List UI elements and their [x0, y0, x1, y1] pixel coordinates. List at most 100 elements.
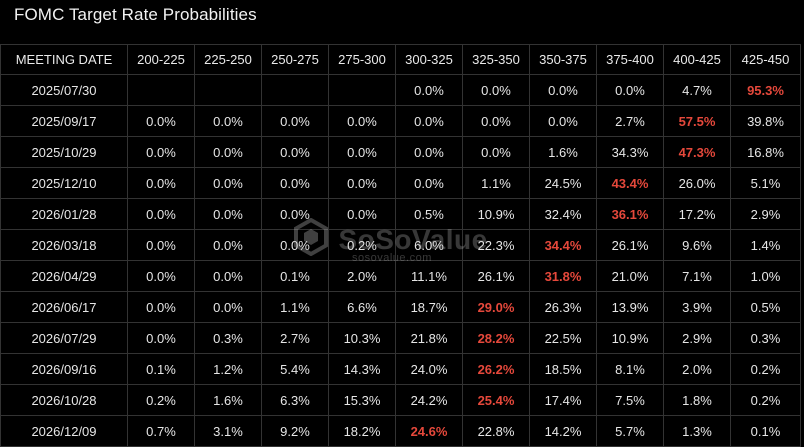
- meeting-date-cell: 2026/09/16: [0, 353, 128, 385]
- column-header: 375-400: [596, 44, 664, 75]
- probability-cell: 26.3%: [529, 291, 597, 323]
- probability-cell: 1.4%: [730, 229, 801, 261]
- probability-cell: 0.0%: [127, 229, 195, 261]
- column-header: 400-425: [663, 44, 731, 75]
- probability-cell: 0.0%: [395, 167, 463, 199]
- probability-cell: 1.2%: [194, 353, 262, 385]
- probability-cell: 0.3%: [194, 322, 262, 354]
- probability-cell: 21.8%: [395, 322, 463, 354]
- table-row: 2025/07/30 0.0% 0.0% 0.0% 0.0% 4.7% 95.3%: [0, 74, 801, 106]
- probability-cell: 1.0%: [730, 260, 801, 292]
- probability-cell: 13.9%: [596, 291, 664, 323]
- probability-cell-highlight: 36.1%: [596, 198, 664, 230]
- probability-cell: 2.7%: [261, 322, 329, 354]
- probability-cell: 0.0%: [194, 291, 262, 323]
- probability-cell-highlight: 34.4%: [529, 229, 597, 261]
- table-row: 2026/12/09 0.7% 3.1% 9.2% 18.2% 24.6% 22.8% 14.…: [0, 415, 801, 447]
- probability-cell: 22.3%: [462, 229, 530, 261]
- column-header: 200-225: [127, 44, 195, 75]
- table-row: 2025/12/10 0.0% 0.0% 0.0% 0.0% 0.0% 1.1% 24.5% 4…: [0, 167, 801, 199]
- probability-cell: 10.9%: [596, 322, 664, 354]
- probability-cell: 0.0%: [127, 291, 195, 323]
- meeting-date-cell: 2025/09/17: [0, 105, 128, 137]
- column-header: 325-350: [462, 44, 530, 75]
- probability-cell: 7.5%: [596, 384, 664, 416]
- probability-cell: 0.0%: [194, 229, 262, 261]
- table-row: 2026/10/28 0.2% 1.6% 6.3% 15.3% 24.2% 25.4% 17.…: [0, 384, 801, 416]
- probability-cell: 6.6%: [328, 291, 396, 323]
- probability-cell: 0.0%: [127, 260, 195, 292]
- probability-cell-highlight: 24.6%: [395, 415, 463, 447]
- probability-cell: 0.0%: [261, 198, 329, 230]
- probability-cell: [127, 74, 195, 106]
- column-header: 425-450: [730, 44, 801, 75]
- table-row: 2026/04/29 0.0% 0.0% 0.1% 2.0% 11.1% 26.1% 31.8…: [0, 260, 801, 292]
- probability-cell: 14.2%: [529, 415, 597, 447]
- probability-cell: 0.5%: [730, 291, 801, 323]
- column-header: 300-325: [395, 44, 463, 75]
- probability-cell-highlight: 26.2%: [462, 353, 530, 385]
- probability-cell: 0.0%: [462, 136, 530, 168]
- meeting-date-cell: 2025/12/10: [0, 167, 128, 199]
- table-row: 2026/01/28 0.0% 0.0% 0.0% 0.0% 0.5% 10.9% 32.4%…: [0, 198, 801, 230]
- probability-cell: 34.3%: [596, 136, 664, 168]
- probability-cell: 32.4%: [529, 198, 597, 230]
- probability-cell: 0.0%: [194, 198, 262, 230]
- column-header: 225-250: [194, 44, 262, 75]
- probability-cell: 0.7%: [127, 415, 195, 447]
- probability-cell: 0.1%: [261, 260, 329, 292]
- probability-cell: 5.7%: [596, 415, 664, 447]
- table-row: 2026/06/17 0.0% 0.0% 1.1% 6.6% 18.7% 29.0% 26.3…: [0, 291, 801, 323]
- probability-cell: 0.0%: [395, 105, 463, 137]
- rate-probability-table: MEETING DATE 200-225 225-250 250-275 275…: [0, 44, 801, 447]
- probability-cell: 0.0%: [194, 136, 262, 168]
- probability-cell: 0.0%: [261, 105, 329, 137]
- probability-cell: 2.9%: [730, 198, 801, 230]
- probability-cell: 0.0%: [529, 105, 597, 137]
- probability-cell: 3.1%: [194, 415, 262, 447]
- probability-cell: 1.3%: [663, 415, 731, 447]
- meeting-date-cell: 2026/06/17: [0, 291, 128, 323]
- probability-cell: 5.1%: [730, 167, 801, 199]
- probability-cell: 24.2%: [395, 384, 463, 416]
- meeting-date-cell: 2026/01/28: [0, 198, 128, 230]
- probability-cell: 0.2%: [730, 384, 801, 416]
- probability-cell: 9.6%: [663, 229, 731, 261]
- probability-cell: 2.9%: [663, 322, 731, 354]
- probability-cell: 17.4%: [529, 384, 597, 416]
- probability-cell: [328, 74, 396, 106]
- probability-cell: 0.0%: [127, 198, 195, 230]
- probability-cell: 0.3%: [730, 322, 801, 354]
- meeting-date-cell: 2025/07/30: [0, 74, 128, 106]
- probability-cell: 0.0%: [194, 260, 262, 292]
- probability-cell: [194, 74, 262, 106]
- probability-cell-highlight: 28.2%: [462, 322, 530, 354]
- probability-cell: 0.0%: [261, 167, 329, 199]
- probability-cell: 0.0%: [395, 74, 463, 106]
- column-header-meeting-date: MEETING DATE: [0, 44, 128, 75]
- probability-cell: 10.3%: [328, 322, 396, 354]
- probability-cell: 9.2%: [261, 415, 329, 447]
- probability-cell: 24.0%: [395, 353, 463, 385]
- column-header: 350-375: [529, 44, 597, 75]
- probability-cell: 39.8%: [730, 105, 801, 137]
- probability-cell: 1.1%: [462, 167, 530, 199]
- probability-cell: 0.0%: [462, 74, 530, 106]
- probability-cell: 2.0%: [328, 260, 396, 292]
- probability-cell: 1.6%: [529, 136, 597, 168]
- meeting-date-cell: 2026/07/29: [0, 322, 128, 354]
- probability-cell: 22.8%: [462, 415, 530, 447]
- probability-cell: 0.0%: [328, 167, 396, 199]
- probability-cell: 0.1%: [127, 353, 195, 385]
- probability-cell-highlight: 57.5%: [663, 105, 731, 137]
- probability-cell: 0.0%: [529, 74, 597, 106]
- table-row: 2026/03/18 0.0% 0.0% 0.0% 0.2% 6.0% 22.3% 34.4%…: [0, 229, 801, 261]
- probability-cell: 10.9%: [462, 198, 530, 230]
- probability-cell: 15.3%: [328, 384, 396, 416]
- probability-cell: 5.4%: [261, 353, 329, 385]
- probability-cell: 3.9%: [663, 291, 731, 323]
- probability-cell-highlight: 25.4%: [462, 384, 530, 416]
- probability-cell: 0.0%: [328, 198, 396, 230]
- probability-cell: 0.0%: [261, 136, 329, 168]
- probability-cell-highlight: 47.3%: [663, 136, 731, 168]
